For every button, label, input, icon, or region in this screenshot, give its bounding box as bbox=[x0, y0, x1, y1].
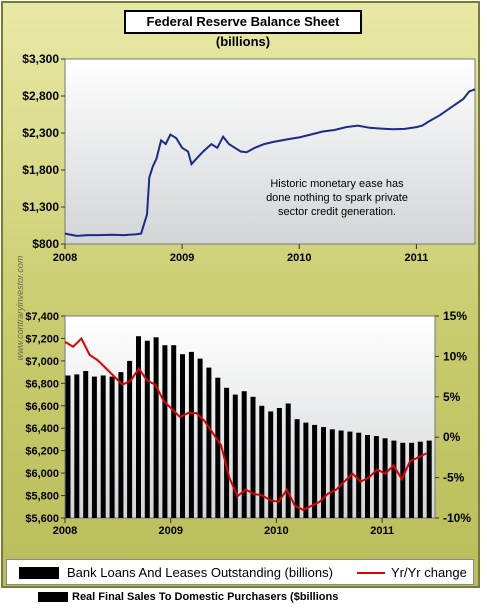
bottom-y-tick-label: $6,400 bbox=[25, 423, 59, 435]
bank-loans-chart: $5,600 $5,800 $6,000 $6,200 $6,400 $6,600 $6,8… bbox=[25, 309, 471, 537]
top-annotation-line: Historic monetary ease has bbox=[270, 178, 404, 190]
fed-balance-line bbox=[64, 88, 476, 237]
top-x-tick-label: 2010 bbox=[287, 252, 311, 264]
bank-loans-bar bbox=[171, 345, 177, 518]
bottom-y-tick-label: $7,000 bbox=[25, 356, 59, 368]
bank-loans-bar bbox=[215, 377, 221, 518]
bank-loans-bar bbox=[321, 427, 326, 518]
top-plot-area bbox=[64, 58, 476, 245]
legend-label-bank-loans: Bank Loans And Leases Outstanding (billi… bbox=[67, 565, 333, 580]
top-y-tick-label: $1,300 bbox=[22, 200, 59, 214]
bottom-y2-tick-label: 0% bbox=[443, 430, 461, 444]
bank-loans-bar bbox=[276, 408, 282, 518]
bank-loans-bar bbox=[312, 424, 318, 518]
legend-item-yoy: Yr/Yr change bbox=[357, 565, 467, 580]
bank-loans-bar bbox=[188, 351, 194, 518]
bottom-y-tick-label: $5,800 bbox=[25, 491, 59, 503]
legend-swatch-line bbox=[357, 571, 385, 574]
legend-label-yoy: Yr/Yr change bbox=[391, 565, 467, 580]
bank-loans-bar bbox=[241, 391, 247, 518]
bank-loans-bar bbox=[268, 411, 274, 518]
top-x-tick-label: 2011 bbox=[404, 252, 428, 264]
bottom-y-tick-label: $6,800 bbox=[25, 378, 59, 390]
bank-loans-bar bbox=[109, 376, 115, 518]
bank-loans-bar bbox=[74, 374, 80, 518]
bank-loans-bar bbox=[426, 440, 432, 518]
bank-loans-bar bbox=[338, 430, 344, 518]
bottom-x-tick-label: 2010 bbox=[264, 525, 288, 537]
bottom-y2-tick-label: -5% bbox=[443, 471, 465, 485]
bottom-plot-area bbox=[64, 315, 436, 519]
bank-loans-bar bbox=[400, 442, 406, 518]
bank-loans-bar bbox=[250, 396, 256, 518]
legend-item-real-sales: Real Final Sales To Domestic Purchasers … bbox=[38, 591, 338, 603]
bank-loans-bar bbox=[65, 375, 71, 518]
fed-balance-chart: $800 $1,300 $1,800 $2,300 $2,800 $3,300 2008 20… bbox=[22, 52, 476, 264]
top-y-tick-label: $2,800 bbox=[22, 89, 59, 103]
bank-loans-bar bbox=[127, 360, 133, 518]
bank-loans-bar bbox=[409, 442, 415, 518]
bottom-y2-tick-label: -10% bbox=[443, 511, 471, 525]
bank-loans-bar bbox=[224, 387, 230, 518]
bottom-y2-tick-label: 5% bbox=[443, 390, 461, 404]
bank-loans-bar bbox=[83, 371, 89, 518]
bank-loans-bar bbox=[118, 372, 124, 518]
top-annotation-line: done nothing to spark private bbox=[266, 192, 408, 204]
bottom-y-tick-label: $6,600 bbox=[25, 401, 59, 413]
bank-loans-bar bbox=[356, 432, 362, 518]
top-annotation: Historic monetary ease has done nothing t… bbox=[266, 178, 408, 218]
bank-loans-bar bbox=[329, 429, 335, 518]
bottom-y-tick-label: $6,200 bbox=[25, 446, 59, 458]
charts-svg: $800 $1,300 $1,800 $2,300 $2,800 $3,300 2008 20… bbox=[22, 52, 476, 537]
top-y-tick-label: $800 bbox=[32, 237, 59, 251]
yoy-change-line bbox=[64, 336, 427, 512]
legend-swatch-real-sales bbox=[38, 592, 68, 602]
bank-loans-bar bbox=[294, 419, 300, 518]
bank-loans-bar bbox=[153, 337, 159, 518]
top-y-tick-label: $3,300 bbox=[22, 52, 59, 66]
bottom-x-tick-label: 2011 bbox=[370, 525, 394, 537]
bottom-y-tick-label: $7,200 bbox=[25, 333, 59, 345]
legend-label-real-sales: Real Final Sales To Domestic Purchasers … bbox=[72, 591, 339, 603]
bank-loans-bar bbox=[285, 403, 291, 518]
bottom-y-tick-label: $7,400 bbox=[25, 311, 59, 323]
bottom-x-tick-label: 2009 bbox=[158, 525, 182, 537]
bank-loans-bar bbox=[382, 438, 388, 518]
bottom-x-tick-label: 2008 bbox=[53, 525, 77, 537]
bank-loans-bar bbox=[91, 376, 97, 518]
bank-loans-bar bbox=[136, 336, 141, 518]
top-x-tick-label: 2008 bbox=[53, 252, 77, 264]
bank-loans-bar bbox=[232, 394, 238, 518]
bank-loans-bar bbox=[417, 441, 423, 518]
bottom-y2-tick-label: 15% bbox=[443, 309, 467, 323]
bottom-y2-tick-label: 10% bbox=[443, 349, 467, 363]
bank-loans-bar bbox=[373, 436, 379, 518]
legend-secondary: Real Final Sales To Domestic Purchasers … bbox=[6, 588, 341, 610]
bank-loans-bar bbox=[206, 367, 212, 518]
top-annotation-line: sector credit generation. bbox=[278, 206, 396, 218]
bottom-y-tick-label: $5,600 bbox=[25, 513, 59, 525]
bank-loans-bar bbox=[180, 354, 185, 518]
bank-loans-bar bbox=[365, 435, 370, 518]
chart-frame: Federal Reserve Balance Sheet (billions)… bbox=[1, 1, 480, 610]
chart-title: Federal Reserve Balance Sheet (billions) bbox=[124, 10, 362, 49]
bank-loans-bar bbox=[100, 375, 106, 518]
bank-loans-bar bbox=[303, 422, 309, 518]
bank-loans-bar bbox=[144, 340, 150, 518]
top-y-tick-label: $2,300 bbox=[22, 126, 59, 140]
bottom-y-tick-label: $6,000 bbox=[25, 468, 59, 480]
legend-item-bank-loans: Bank Loans And Leases Outstanding (billi… bbox=[19, 565, 333, 580]
legend-swatch-bars bbox=[19, 566, 59, 579]
bank-loans-bar bbox=[162, 345, 168, 518]
top-y-tick-label: $1,800 bbox=[22, 163, 59, 177]
bank-loans-bar bbox=[197, 358, 203, 518]
bank-loans-bar bbox=[259, 405, 265, 518]
bank-loans-bar bbox=[391, 440, 397, 518]
legend-primary: Bank Loans And Leases Outstanding (billi… bbox=[6, 559, 474, 585]
top-x-tick-label: 2009 bbox=[170, 252, 194, 264]
